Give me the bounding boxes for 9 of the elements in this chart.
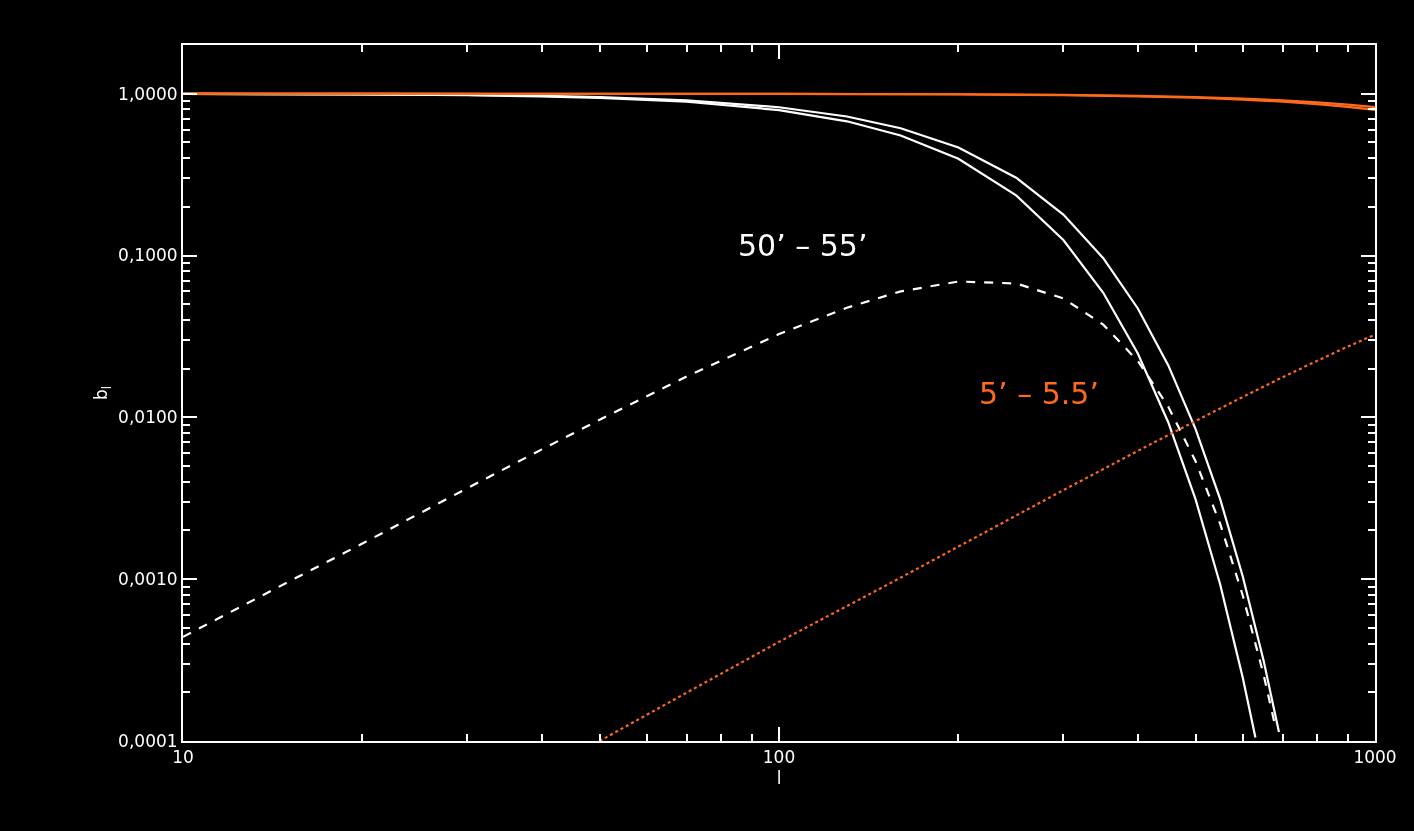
- x-tick-label: 100: [762, 747, 796, 768]
- annotation: 50’ – 55’: [738, 228, 868, 263]
- y-tick-label: 0,1000: [118, 245, 178, 266]
- y-tick-label: 0,0100: [118, 407, 178, 428]
- y-tick-label: 0,0010: [118, 569, 178, 590]
- annotation: 5’ – 5.5’: [979, 376, 1099, 411]
- x-tick-label: 1000: [1353, 747, 1397, 768]
- x-axis-title: l: [776, 768, 782, 789]
- y-tick-label: 1,0000: [118, 83, 178, 104]
